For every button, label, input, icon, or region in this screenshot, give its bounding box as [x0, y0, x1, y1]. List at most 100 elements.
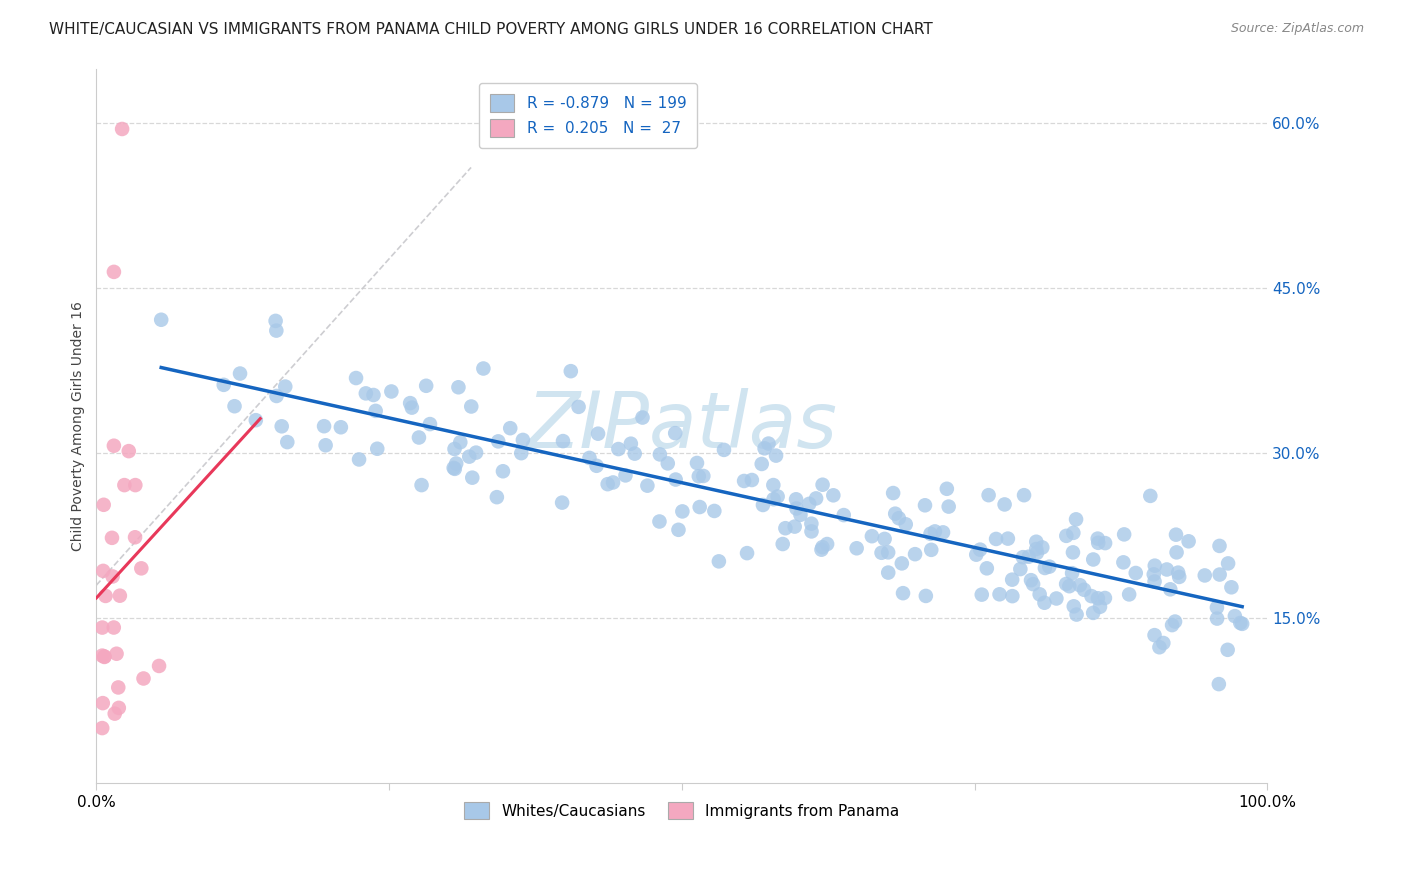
Point [969, 542, 991, 557]
Point [884, 507, 907, 521]
Point [1012, 488, 1035, 502]
Point [1094, 536, 1116, 550]
Point [274, 379, 297, 393]
Point [976, 561, 998, 575]
Point [832, 508, 855, 522]
Point [965, 548, 987, 562]
Point [811, 477, 834, 491]
Point [148, 659, 170, 673]
Point [668, 523, 690, 537]
Point [882, 486, 904, 500]
Point [1168, 570, 1191, 584]
Point [783, 519, 806, 533]
Point [804, 491, 827, 506]
Point [1167, 566, 1189, 580]
Point [131, 561, 153, 575]
Point [1025, 546, 1047, 560]
Point [1064, 512, 1087, 526]
Point [132, 672, 155, 686]
Point [772, 537, 794, 551]
Point [363, 388, 385, 402]
Point [1012, 550, 1035, 565]
Point [270, 419, 292, 434]
Point [1080, 589, 1102, 603]
Point [877, 545, 900, 559]
Point [815, 537, 838, 551]
Point [103, 265, 125, 279]
Point [1143, 628, 1166, 642]
Point [751, 457, 773, 471]
Point [789, 508, 811, 522]
Point [1087, 536, 1109, 550]
Point [1088, 599, 1111, 614]
Point [845, 541, 868, 556]
Point [860, 529, 883, 543]
Point [924, 524, 946, 539]
Point [1001, 589, 1024, 603]
Point [1028, 587, 1050, 601]
Point [108, 589, 131, 603]
Point [1156, 562, 1178, 576]
Point [1152, 636, 1174, 650]
Point [264, 314, 287, 328]
Point [1033, 561, 1056, 575]
Point [93, 498, 115, 512]
Point [512, 433, 534, 447]
Point [631, 410, 654, 425]
Point [752, 498, 775, 512]
Point [460, 400, 482, 414]
Point [419, 417, 441, 431]
Point [688, 469, 710, 483]
Point [447, 380, 470, 394]
Point [1208, 677, 1230, 691]
Point [415, 379, 437, 393]
Point [1001, 573, 1024, 587]
Point [560, 364, 582, 378]
Point [1031, 541, 1053, 555]
Point [408, 430, 430, 444]
Point [707, 554, 730, 568]
Point [1149, 640, 1171, 655]
Point [315, 438, 337, 452]
Point [614, 468, 637, 483]
Point [443, 442, 465, 456]
Text: ZIPatlas: ZIPatlas [526, 388, 838, 464]
Point [870, 546, 893, 560]
Point [1033, 596, 1056, 610]
Point [970, 588, 993, 602]
Point [1230, 616, 1253, 631]
Point [741, 473, 763, 487]
Point [1206, 611, 1229, 625]
Point [665, 473, 688, 487]
Point [1208, 567, 1230, 582]
Point [758, 436, 780, 450]
Point [692, 469, 714, 483]
Y-axis label: Child Poverty Among Girls Under 16: Child Poverty Among Girls Under 16 [72, 301, 86, 550]
Text: Source: ZipAtlas.com: Source: ZipAtlas.com [1230, 22, 1364, 36]
Point [465, 445, 488, 459]
Point [111, 122, 134, 136]
Point [914, 589, 936, 603]
Point [920, 542, 942, 557]
Point [1018, 549, 1040, 564]
Point [568, 400, 591, 414]
Point [1054, 529, 1077, 543]
Point [620, 436, 643, 450]
Point [887, 511, 910, 525]
Point [1159, 582, 1181, 597]
Point [920, 526, 942, 541]
Point [312, 419, 335, 434]
Point [91, 621, 114, 635]
Point [1229, 615, 1251, 630]
Point [585, 458, 607, 473]
Point [578, 450, 600, 465]
Point [1087, 591, 1109, 606]
Point [1038, 559, 1060, 574]
Point [112, 478, 135, 492]
Point [91, 721, 114, 735]
Point [1025, 534, 1047, 549]
Point [799, 497, 821, 511]
Point [689, 500, 711, 514]
Point [1161, 618, 1184, 632]
Point [1208, 539, 1230, 553]
